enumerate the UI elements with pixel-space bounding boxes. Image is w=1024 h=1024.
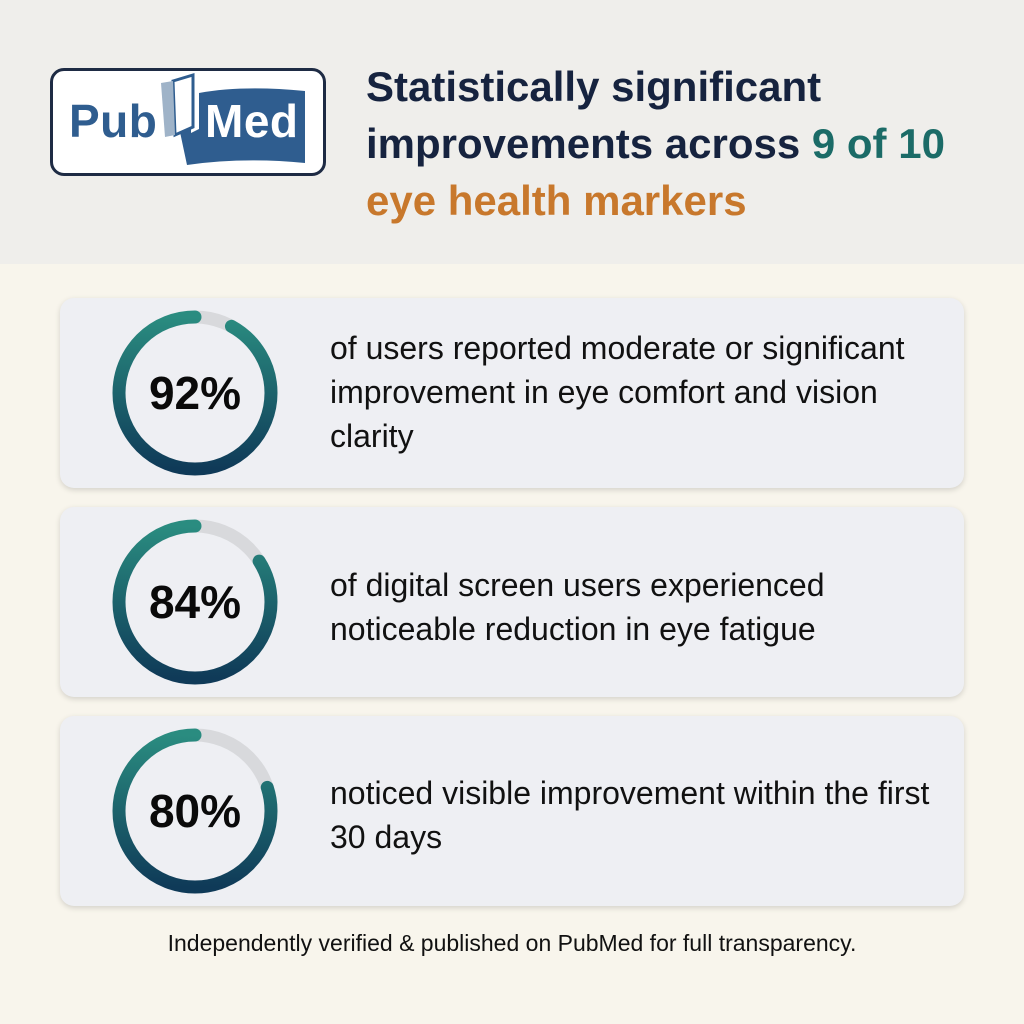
stat-percent-1: 92% — [148, 367, 242, 419]
headline-line-1: Statistically significant — [366, 63, 822, 110]
ring-progress-arc — [112, 728, 278, 894]
stat-card-2: 84% of digital screen users experienced … — [60, 507, 964, 697]
stat-description-1: of users reported moderate or significan… — [330, 330, 905, 454]
headline-line-3: eye health markers — [366, 177, 747, 224]
progress-ring-2 — [112, 519, 278, 685]
stat-description-2: of digital screen users experienced noti… — [330, 567, 825, 647]
headline: Statistically significant improvements a… — [366, 58, 1006, 229]
progress-ring-1 — [112, 310, 278, 476]
logo-text-pub: Pub — [69, 95, 158, 147]
progress-ring-3 — [112, 728, 278, 894]
stat-percent-3: 80% — [148, 785, 242, 837]
ring-progress-arc — [112, 519, 278, 685]
stat-description-3: noticed visible improvement within the f… — [330, 775, 930, 855]
footer-note: Independently verified & published on Pu… — [167, 930, 857, 956]
stat-card-3: 80% noticed visible improvement within t… — [60, 716, 964, 906]
headline-highlight-count: 9 of 10 — [811, 120, 945, 167]
stat-percent-2: 84% — [148, 576, 242, 628]
pubmed-logo: Pub Med — [50, 68, 326, 176]
header-banner: Pub Med Statistically significant improv… — [0, 0, 1024, 264]
stat-card-1: 92% of users reported moderate or signif… — [60, 298, 964, 488]
book-icon — [161, 72, 305, 165]
logo-text-med: Med — [205, 95, 299, 147]
headline-line-2-text: improvements across — [366, 120, 812, 167]
ring-progress-arc — [112, 310, 278, 476]
headline-line-2: improvements across 9 of 10 — [366, 115, 1006, 172]
